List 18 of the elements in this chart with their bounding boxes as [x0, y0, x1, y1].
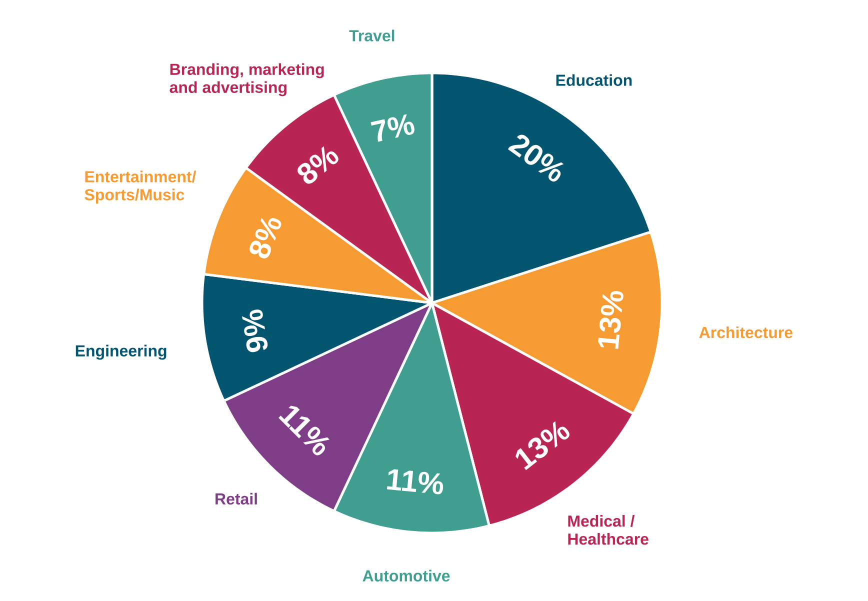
slice-label: Automotive: [362, 570, 450, 582]
slice-label: Entertainment/Sports/Music: [84, 170, 196, 204]
data-label: 11%: [278, 406, 330, 456]
data-label: 11%: [386, 469, 444, 494]
data-label: 13%: [516, 421, 570, 470]
slice-label: Engineering: [76, 344, 166, 360]
slice-label: Medical / Healthcare: [568, 515, 648, 545]
data-label: 7%: [370, 114, 414, 142]
slice-label: Education: [556, 74, 632, 86]
data-label: 8%: [298, 146, 338, 184]
data-label: 13%: [598, 291, 624, 349]
slice-label: Architecture: [699, 326, 792, 338]
slice-label: Travel: [349, 30, 394, 42]
slice-label: Branding, marketing and advertising: [170, 63, 324, 96]
data-label: 20%: [508, 134, 564, 182]
data-label: 9%: [242, 310, 268, 352]
data-label: 8%: [250, 218, 282, 258]
slice-label: Retail: [216, 492, 257, 505]
